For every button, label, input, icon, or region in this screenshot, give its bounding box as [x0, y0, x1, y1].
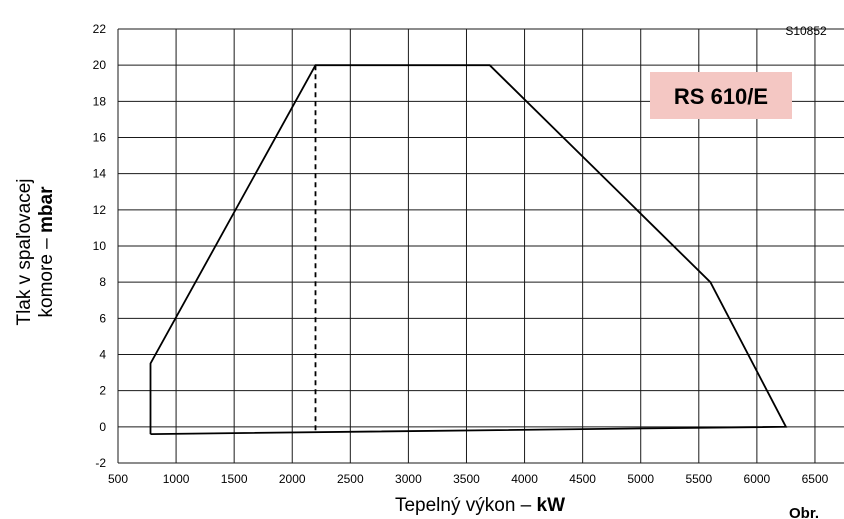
- working-range-outline: [149, 64, 788, 435]
- y-tick-label: 0: [99, 420, 106, 434]
- y-axis-title: Tlak v spaľovacej komore – mbar: [14, 178, 57, 325]
- y-tick-label: 16: [93, 131, 107, 145]
- x-tick-label: 5000: [627, 472, 654, 486]
- figure-code-label: S10852: [785, 24, 827, 38]
- x-tick-label: 3500: [453, 472, 480, 486]
- tick-labels: -2 0 2 4 6 8 10 12 14 16 18 20 22 500 1000 1500 2000 2500…: [93, 22, 829, 486]
- x-tick-label: 3000: [395, 472, 422, 486]
- figure-label: Obr.: [789, 505, 819, 519]
- y-axis-title-line2: komore – mbar: [36, 186, 57, 318]
- x-axis-title-unit: kW: [537, 495, 566, 516]
- y-tick-label: 14: [93, 167, 107, 181]
- x-tick-label: 1000: [163, 472, 190, 486]
- y-tick-label: 6: [99, 311, 106, 325]
- y-tick-label: 22: [93, 22, 107, 36]
- model-badge: RS 610/E: [650, 72, 792, 119]
- y-axis-title-line1: Tlak v spaľovacej: [14, 178, 35, 325]
- x-tick-label: 1500: [221, 472, 248, 486]
- y-tick-label: 2: [99, 384, 106, 398]
- x-tick-label: 5500: [685, 472, 712, 486]
- x-axis-title-text: Tepelný výkon –: [395, 495, 537, 516]
- x-tick-label: 6500: [802, 472, 829, 486]
- y-tick-label: 8: [99, 275, 106, 289]
- x-tick-label: 2500: [337, 472, 364, 486]
- y-tick-label: 20: [93, 58, 107, 72]
- grid-lines: [117, 28, 844, 464]
- x-tick-label: 500: [108, 472, 128, 486]
- x-axis-title: Tepelný výkon – kW: [395, 495, 565, 516]
- x-tick-label: 6000: [744, 472, 771, 486]
- y-tick-label: 18: [93, 94, 107, 108]
- x-tick-label: 4500: [569, 472, 596, 486]
- y-tick-label: 10: [93, 239, 107, 253]
- series-lines: [149, 64, 788, 435]
- y-tick-label: 4: [99, 348, 106, 362]
- y-axis-title-line2-text: komore –: [36, 233, 57, 317]
- y-axis-title-unit: mbar: [36, 186, 57, 233]
- model-badge-background: [650, 72, 792, 119]
- model-badge-text: RS 610/E: [674, 84, 768, 109]
- y-tick-label: 12: [93, 203, 107, 217]
- y-tick-label: -2: [95, 456, 106, 470]
- x-tick-label: 2000: [279, 472, 306, 486]
- x-tick-label: 4000: [511, 472, 538, 486]
